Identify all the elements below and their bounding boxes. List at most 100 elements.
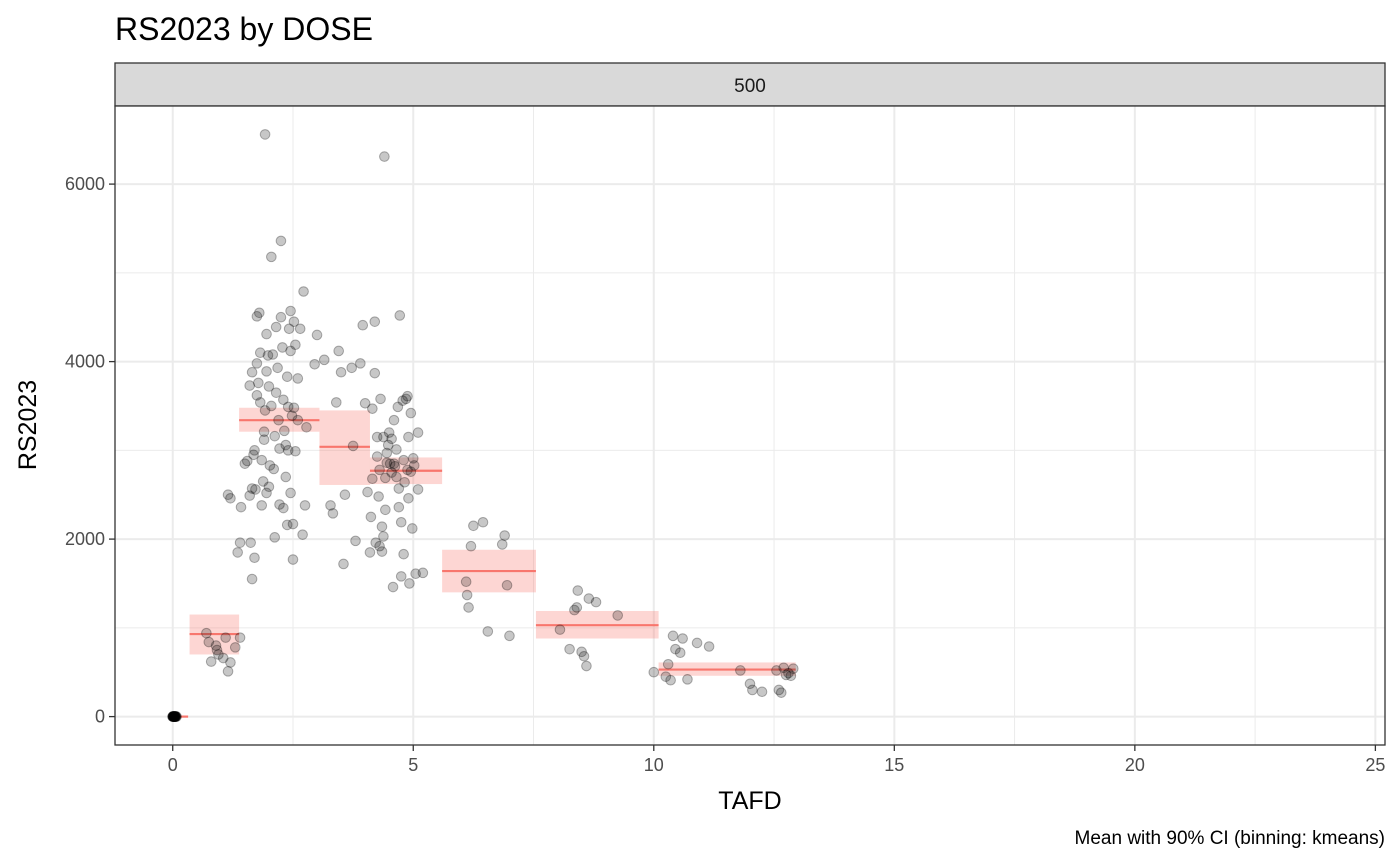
data-point [254, 347, 266, 359]
data-point [482, 626, 494, 637]
data-point [397, 395, 408, 406]
data-point [268, 463, 280, 475]
data-point [391, 444, 402, 455]
data-point [256, 500, 268, 511]
data-point [392, 401, 404, 413]
data-point [203, 636, 215, 648]
data-point [294, 323, 306, 335]
data-point [369, 367, 381, 379]
data-point [285, 305, 296, 317]
data-point [387, 581, 399, 593]
data-point [347, 440, 359, 452]
data-point [249, 552, 260, 564]
data-point [258, 434, 270, 446]
data-point [405, 466, 417, 477]
y-tick-label: 6000 [65, 174, 105, 194]
data-point [364, 547, 376, 558]
data-point [375, 393, 386, 405]
x-tick-label: 20 [1125, 755, 1145, 775]
data-point [279, 425, 290, 437]
data-point [404, 578, 415, 589]
data-point [477, 516, 489, 528]
data-point [775, 687, 787, 698]
data-point [386, 467, 397, 478]
data-point [168, 711, 179, 722]
data-point [229, 642, 241, 653]
data-point [691, 637, 703, 649]
data-point [355, 358, 366, 369]
data-point [376, 521, 388, 532]
data-point [292, 414, 304, 426]
data-point [662, 658, 674, 670]
data-point [395, 571, 407, 582]
data-point [274, 499, 285, 510]
data-point [407, 453, 419, 464]
data-point [259, 129, 271, 140]
data-point [412, 427, 424, 438]
data-point [357, 319, 369, 331]
data-point [272, 362, 283, 374]
data-point [398, 548, 409, 560]
data-point [266, 251, 277, 263]
data-point [378, 431, 389, 443]
data-point [169, 711, 181, 722]
data-point [168, 711, 180, 722]
data-point [371, 451, 383, 462]
data-point [403, 431, 414, 443]
data-point [780, 669, 792, 681]
data-point [309, 358, 320, 370]
data-point [378, 531, 389, 542]
data-point [264, 460, 276, 471]
data-point [461, 589, 473, 601]
data-point [281, 519, 293, 531]
x-tick-label: 0 [168, 755, 178, 775]
data-point [288, 402, 300, 414]
data-point [263, 481, 275, 493]
data-point [667, 630, 679, 642]
data-point [744, 678, 756, 690]
data-point [282, 401, 294, 413]
data-point [266, 400, 277, 412]
data-point [333, 345, 344, 357]
data-point [393, 483, 405, 494]
data-point [253, 377, 264, 389]
data-point [374, 464, 385, 476]
data-point [246, 366, 258, 378]
y-tick-label: 2000 [65, 529, 105, 549]
data-point [367, 403, 378, 414]
data-point [381, 457, 393, 469]
data-point [246, 483, 258, 494]
data-point [287, 518, 299, 530]
data-point [201, 627, 212, 639]
data-point [270, 387, 282, 398]
data-point [318, 354, 330, 366]
data-point [250, 484, 261, 495]
data-point [371, 431, 383, 443]
data-point [783, 667, 794, 679]
data-point [576, 646, 587, 658]
data-point [170, 711, 181, 722]
y-axis: 0 2000 4000 6000 [65, 174, 115, 727]
data-point [381, 447, 393, 459]
data-point [245, 537, 256, 548]
data-point [612, 610, 624, 621]
data-point [384, 458, 396, 469]
data-point [234, 537, 246, 548]
data-point [460, 576, 472, 588]
data-point [167, 711, 179, 722]
data-point [286, 410, 298, 422]
data-point [270, 321, 282, 333]
data-point [168, 711, 179, 722]
data-point [251, 358, 263, 369]
data-point [374, 540, 385, 552]
data-point [244, 380, 255, 391]
data-point [665, 674, 676, 686]
data-point [412, 484, 424, 495]
data-point [496, 539, 508, 550]
x-tick-label: 5 [408, 755, 418, 775]
data-point [244, 490, 255, 501]
data-point [747, 684, 758, 696]
data-point [386, 433, 397, 445]
data-point [261, 328, 272, 340]
chart-caption: Mean with 90% CI (binning: kmeans) [1075, 828, 1385, 849]
